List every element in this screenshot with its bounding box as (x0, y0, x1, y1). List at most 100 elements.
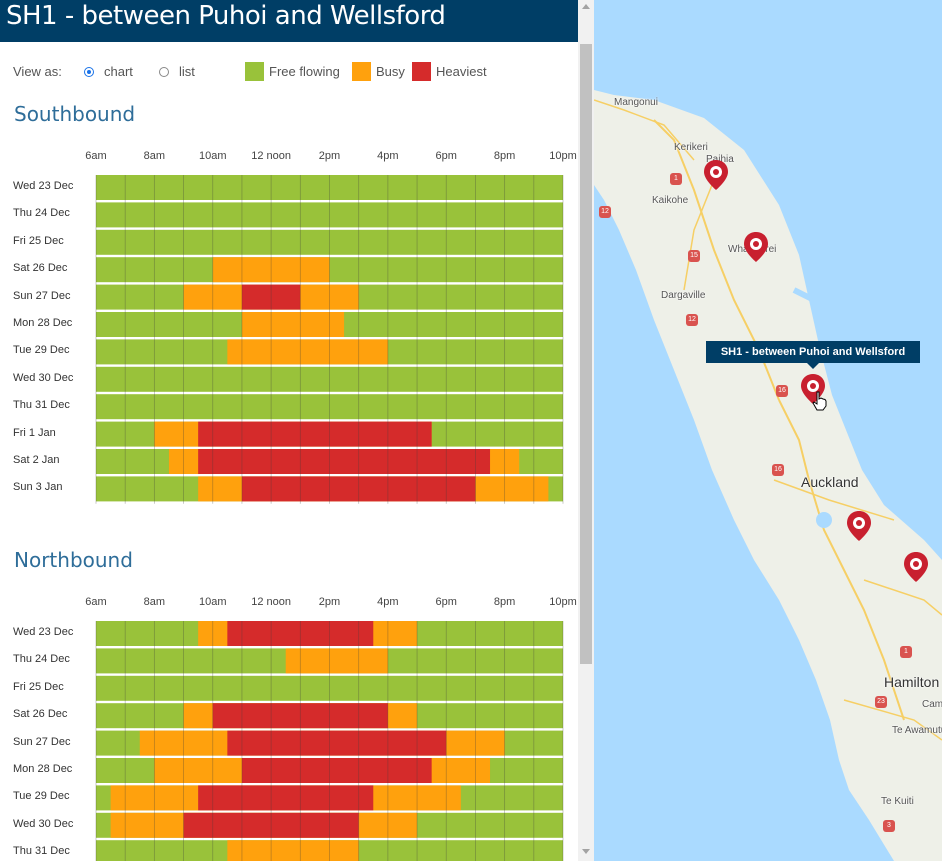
hour-tick-label: 12 noon (251, 596, 292, 608)
day-label: Mon 28 Dec (13, 763, 73, 775)
day-label: Mon 28 Dec (13, 317, 73, 329)
day-label: Tue 29 Dec (13, 790, 70, 803)
hour-tick-label: 6am (85, 596, 107, 608)
day-label: Wed 23 Dec (13, 180, 74, 192)
legend-free-flowing-swatch (245, 62, 264, 81)
hour-tick-label: 10am (198, 150, 227, 162)
route-shield: 12 (599, 206, 611, 218)
legend-free-flowing-label: Free flowing (269, 64, 340, 79)
day-label: Wed 30 Dec (13, 371, 74, 384)
busy-segment (227, 339, 388, 365)
heaviest-segment (198, 785, 374, 811)
free-flowing-bar (96, 202, 563, 228)
heaviest-segment (227, 621, 374, 646)
route-shield: 16 (772, 464, 784, 476)
hour-tick-label: 8pm (493, 150, 516, 162)
map-pin-icon[interactable] (904, 552, 928, 582)
route-shield: 12 (686, 314, 698, 326)
map-land (594, 90, 942, 861)
place-kaikohe: Kaikohe (652, 195, 689, 206)
place-cam: Cam (922, 699, 942, 710)
heaviest-segment (198, 449, 491, 474)
route-shield: 3 (883, 820, 895, 832)
place-kerikeri: Kerikeri (674, 142, 708, 153)
map-pin-icon[interactable] (704, 160, 728, 190)
place-te-kuiti: Te Kuiti (881, 796, 914, 807)
route-shield: 16 (776, 385, 788, 397)
heaviest-segment (183, 812, 359, 838)
place-mangonui: Mangonui (614, 97, 658, 108)
day-label: Sun 3 Jan (13, 481, 63, 494)
busy-segment (241, 312, 345, 337)
hour-tick-label: 2pm (318, 150, 341, 162)
scroll-thumb[interactable] (580, 44, 592, 664)
list-radio[interactable] (159, 67, 169, 77)
list-option-label[interactable]: list (179, 64, 195, 79)
day-label: Sat 2 Jan (13, 454, 60, 466)
hour-tick-label: 6am (85, 150, 107, 162)
map-tooltip: SH1 - between Puhoi and Wellsford (706, 341, 920, 369)
hour-tick-label: 4pm (377, 150, 399, 162)
legend-heaviest-swatch (412, 62, 431, 81)
free-flowing-bar (96, 175, 563, 200)
day-label: Wed 30 Dec (13, 817, 74, 830)
busy-segment (227, 840, 359, 861)
day-label: Sat 26 Dec (13, 708, 68, 721)
free-flowing-bar (96, 229, 563, 255)
traffic-charts (95, 175, 564, 861)
scroll-down-arrow-icon[interactable] (582, 849, 590, 854)
place-hamilton: Hamilton (884, 674, 940, 690)
map[interactable]: Mangonui Kerikeri Paihia Kaikohe Whangar… (594, 0, 942, 861)
day-label: Thu 24 Dec (13, 653, 70, 666)
northbound-title: Northbound (14, 548, 133, 572)
hour-tick-label: 6pm (435, 150, 457, 162)
day-label: Thu 31 Dec (13, 399, 70, 412)
hour-tick-label: 10pm (549, 150, 577, 162)
hour-tick-label: 2pm (318, 596, 341, 608)
heaviest-segment (198, 421, 432, 447)
free-flowing-bar (96, 675, 563, 701)
heaviest-segment (212, 703, 388, 729)
route-shield: 1 (670, 173, 682, 185)
day-label: Sun 27 Dec (13, 735, 71, 748)
legend-heaviest-label: Heaviest (436, 64, 487, 79)
panel-title: SH1 - between Puhoi and Wellsford (6, 1, 446, 31)
heaviest-segment (241, 284, 301, 310)
hour-tick-label: 8pm (493, 596, 516, 608)
legend-busy-label: Busy (376, 64, 405, 79)
free-flowing-bar (96, 394, 563, 420)
place-paihia: Paihia (706, 154, 734, 165)
busy-segment (212, 257, 330, 283)
hour-tick-label: 8am (143, 150, 166, 162)
day-label: Thu 24 Dec (13, 207, 70, 220)
route-shield: 1 (900, 646, 912, 658)
day-label: Sun 27 Dec (13, 289, 71, 302)
panel-scrollbar[interactable] (578, 0, 594, 861)
map-pin-icon[interactable] (847, 511, 871, 541)
panel-header: SH1 - between Puhoi and Wellsford (0, 0, 578, 42)
legend-busy-swatch (352, 62, 371, 81)
day-label: Sat 26 Dec (13, 262, 68, 275)
place-te-awamutu: Te Awamutu (892, 725, 942, 736)
southbound-title: Southbound (14, 102, 136, 126)
traffic-panel: SH1 - between Puhoi and Wellsford View a… (0, 0, 594, 861)
day-label: Fri 25 Dec (13, 234, 64, 247)
chart-option-label[interactable]: chart (104, 64, 133, 79)
chart-radio[interactable] (84, 67, 94, 77)
heaviest-segment (241, 758, 432, 783)
hour-tick-label: 4pm (377, 596, 399, 608)
free-flowing-bar (96, 366, 563, 392)
hour-tick-label: 6pm (435, 596, 457, 608)
busy-segment (285, 648, 388, 674)
scroll-up-arrow-icon[interactable] (582, 4, 590, 9)
day-label: Tue 29 Dec (13, 344, 70, 357)
route-shield: 15 (688, 250, 700, 262)
day-label: Wed 23 Dec (13, 626, 74, 638)
hour-tick-label: 12 noon (251, 150, 292, 162)
hour-tick-label: 8am (143, 596, 166, 608)
view-as-label: View as: (13, 64, 62, 79)
map-pin-icon[interactable] (744, 232, 768, 262)
heaviest-segment (227, 730, 447, 756)
hand-cursor-icon (812, 391, 827, 411)
heaviest-segment (241, 476, 476, 502)
